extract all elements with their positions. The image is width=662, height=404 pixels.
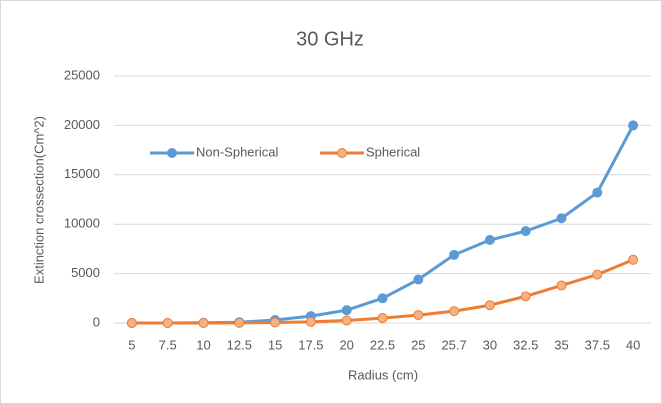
data-point [592,269,603,280]
x-tick-label: 12.5 [227,337,252,352]
x-tick-label: 15 [268,337,282,352]
x-tick-label: 20 [339,337,353,352]
data-point [484,300,495,311]
x-tick-label: 32.5 [513,337,538,352]
x-tick-label: 37.5 [585,337,610,352]
legend-marker [337,148,347,158]
y-axis-label: Extinction crossection(Cm^2) [31,116,46,284]
data-point [628,120,639,131]
x-tick-label: 25.7 [441,337,466,352]
x-tick-label: 30 [483,337,497,352]
data-point [592,187,603,198]
x-tick-label: 5 [128,337,135,352]
data-point [520,291,531,302]
x-tick-label: 17.5 [298,337,323,352]
x-tick-label: 7.5 [159,337,177,352]
data-point [234,317,245,328]
y-tick-label: 5000 [71,265,100,280]
data-point [449,306,460,317]
x-axis-label: Radius (cm) [348,367,418,382]
data-point [413,274,424,285]
legend-label: Non-Spherical [196,144,278,159]
legend-label: Spherical [366,144,420,159]
y-tick-label: 15000 [64,166,100,181]
x-tick-label: 35 [554,337,568,352]
data-point [198,318,209,328]
x-tick-label: 10 [196,337,210,352]
y-tick-label: 25000 [64,67,100,82]
data-point [270,317,281,328]
data-point [126,318,137,328]
data-point [520,226,531,237]
x-tick-label: 22.5 [370,337,395,352]
chart-title: 30 GHz [296,28,364,50]
data-point [449,249,460,260]
data-point [341,315,352,326]
y-tick-label: 0 [93,314,100,329]
data-point [377,313,388,324]
data-point [305,316,316,327]
data-point [377,293,388,304]
legend-marker [167,148,177,158]
data-point [162,318,173,328]
data-point [484,235,495,246]
x-tick-label: 40 [626,337,640,352]
y-tick-label: 10000 [64,216,100,231]
data-point [556,213,567,224]
x-tick-label: 25 [411,337,425,352]
y-tick-label: 20000 [64,117,100,132]
data-point [413,310,424,321]
data-point [341,305,352,316]
data-point [556,280,567,291]
data-point [628,254,639,265]
